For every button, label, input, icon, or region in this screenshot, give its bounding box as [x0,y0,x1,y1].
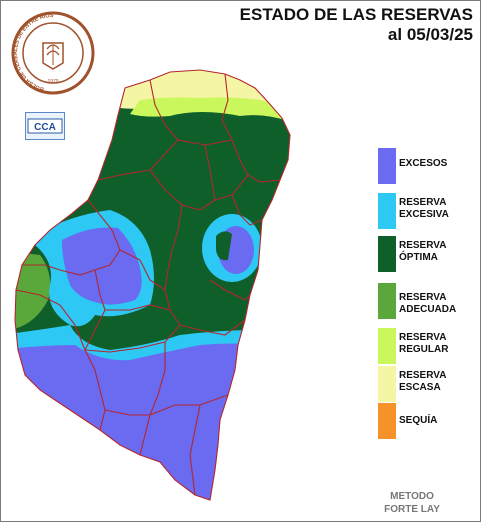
map-title: ESTADO DE LAS RESERVAS al 05/03/25 [240,5,473,45]
legend-swatch [378,366,396,402]
legend-swatch [378,236,396,272]
legend-swatch [378,328,396,364]
legend-swatch [378,403,396,439]
legend-swatch [378,148,396,184]
legend-item-excesos: EXCESOS [378,148,478,184]
legend-item-reserva-escasa: RESERVA ESCASA [378,366,478,402]
legend-item-reserva-adecuada: RESERVA ADECUADA [378,283,478,319]
legend-item-sequia: SEQUÍA [378,403,478,439]
legend-swatch [378,283,396,319]
method-label: METODO FORTE LAY [372,490,452,516]
method-line-2: FORTE LAY [384,504,440,515]
svg-text:1970: 1970 [47,79,58,85]
legend-item-reserva-optima: RESERVA ÓPTIMA [378,236,478,272]
legend-swatch [378,193,396,229]
legend-label: RESERVA REGULAR [399,332,449,355]
method-line-1: METODO [390,491,434,502]
legend-label: RESERVA ÓPTIMA [399,240,447,263]
svg-text:CCA: CCA [34,122,56,133]
legend-label: SEQUÍA [399,415,438,426]
department-borders [14,69,291,501]
legend-label: EXCESOS [399,158,448,169]
legend-item-reserva-excesiva: RESERVA EXCESIVA [378,193,478,229]
title-line-1: ESTADO DE LAS RESERVAS [239,5,473,24]
legend-label: RESERVA ADECUADA [399,292,457,315]
bolsa-cereales-seal: BOLSA DE CEREALES DE ENTRE RÍOS 1970 [3,3,103,101]
legend-item-reserva-regular: RESERVA REGULAR [378,328,478,364]
cca-logo: CCA [25,112,65,140]
title-line-2: al 05/03/25 [387,25,473,44]
legend-label: RESERVA EXCESIVA [399,197,449,220]
legend-label: RESERVA ESCASA [399,370,447,393]
